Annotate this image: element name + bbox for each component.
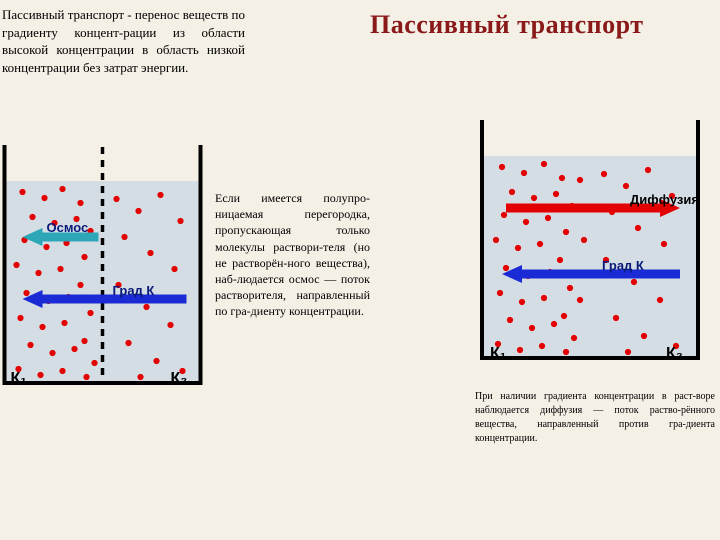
svg-text:К₂: К₂	[171, 370, 188, 387]
diffusion-text: При наличии градиента концентрации в рас…	[475, 390, 715, 446]
svg-text:Диффузия: Диффузия	[630, 192, 699, 207]
svg-text:К₂: К₂	[666, 345, 683, 362]
svg-text:Осмос: Осмос	[47, 220, 89, 235]
svg-text:Град К: Град К	[602, 258, 644, 273]
definition-text: Пассивный транспорт - перенос веществ по…	[0, 6, 245, 76]
svg-text:К₁: К₁	[490, 345, 507, 362]
diffusion-beaker-diagram: Диффузия Град К К₁ К₂	[475, 100, 705, 370]
osmosis-text: Если имеется полупро-ницаемая перегородк…	[215, 190, 370, 320]
svg-text:К₁: К₁	[11, 370, 28, 387]
svg-text:Град К: Град К	[113, 283, 155, 298]
page-title: Пассивный транспорт	[370, 10, 644, 40]
osmosis-beaker-diagram: Осмос Град К К₁ К₂	[0, 125, 205, 395]
